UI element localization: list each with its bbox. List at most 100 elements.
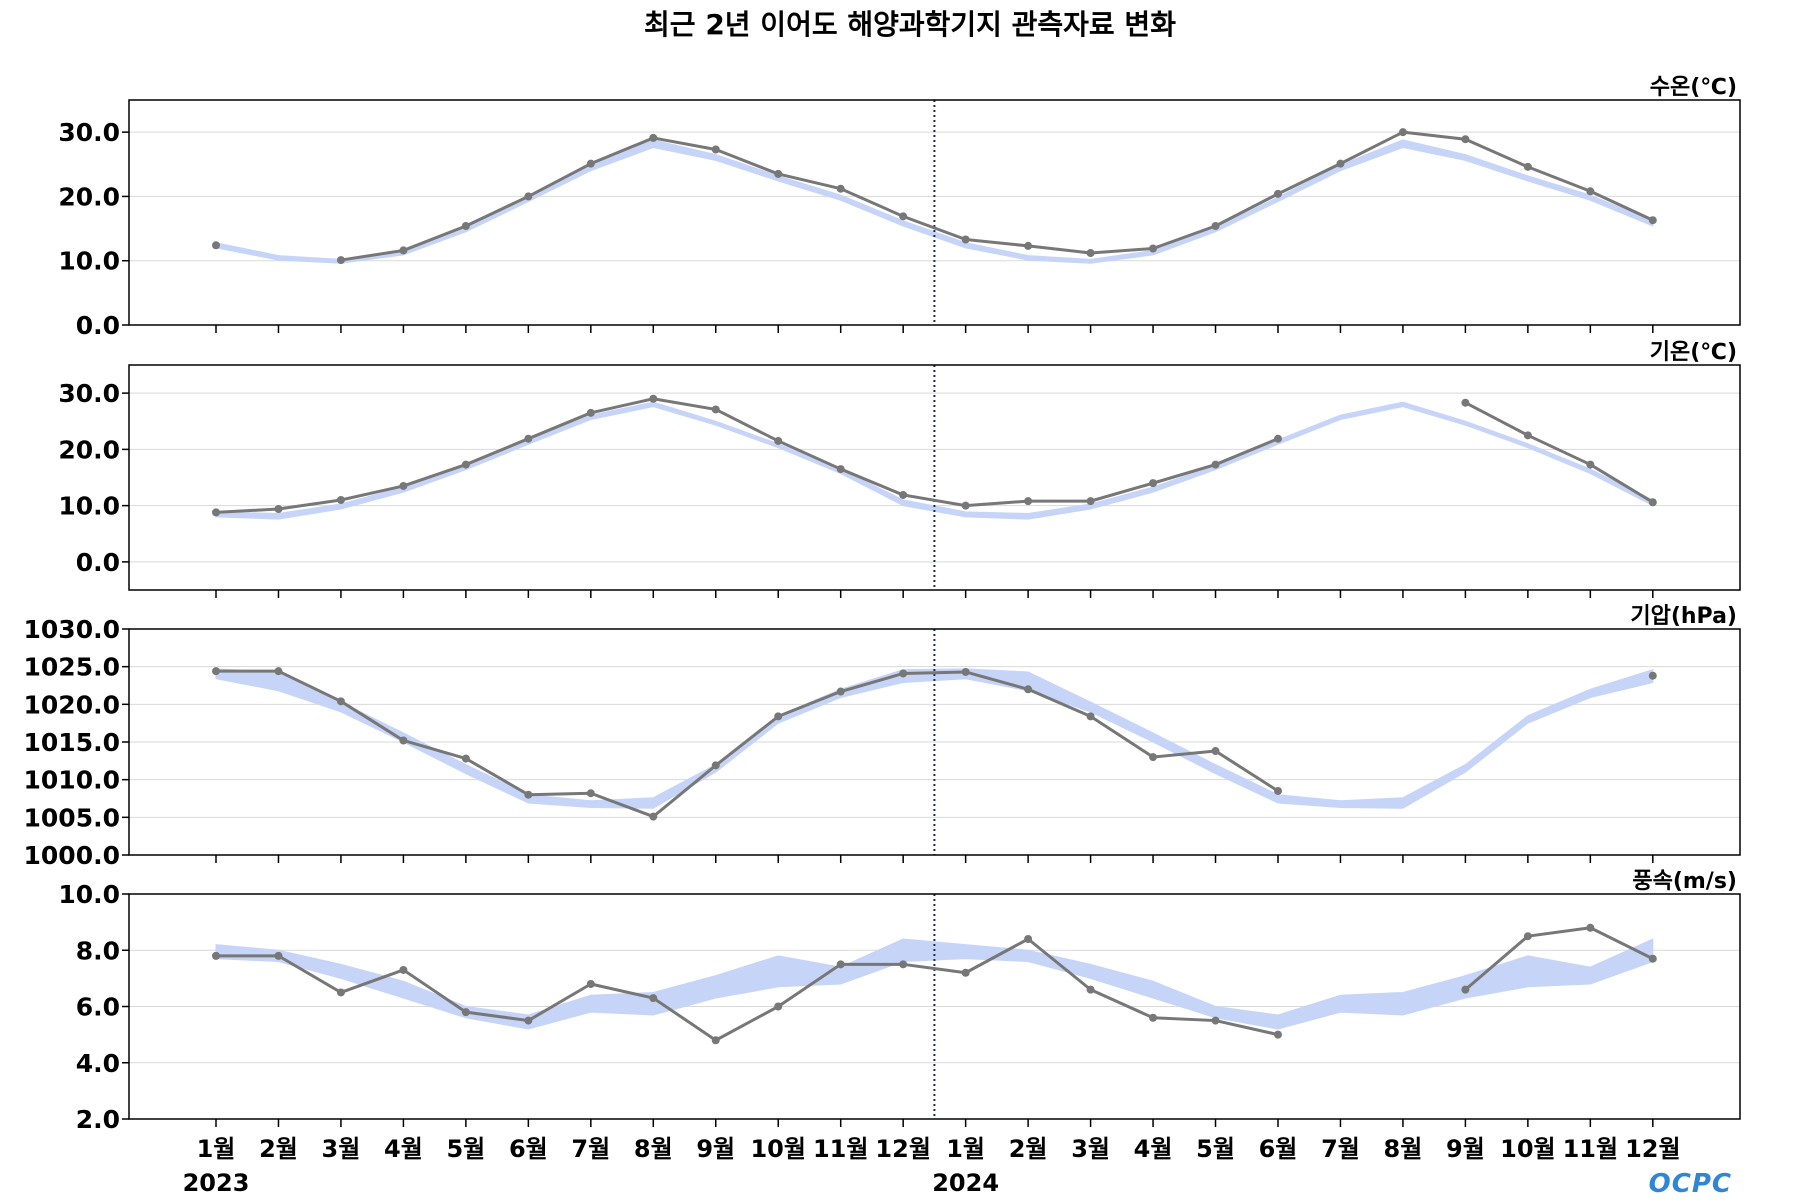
- y-tick-label: 10.0: [58, 492, 120, 521]
- observed-point: [1648, 216, 1657, 225]
- observed-point: [1024, 497, 1033, 506]
- y-tick-label: 0.0: [76, 311, 120, 340]
- observed-point: [586, 408, 595, 417]
- observed-point: [524, 192, 533, 201]
- observed-point: [1523, 431, 1532, 440]
- x-tick-label: 8월: [634, 1135, 673, 1163]
- x-tick-label: 12월: [875, 1135, 930, 1163]
- panel-2: 0.0 10.0 20.0 30.0 기온(℃): [58, 340, 1741, 598]
- x-tick-label: 9월: [696, 1135, 735, 1163]
- observed-point: [649, 394, 658, 403]
- observed-point: [1149, 1013, 1158, 1022]
- observed-point: [586, 980, 595, 988]
- observed-point: [1086, 249, 1095, 257]
- observed-point: [461, 754, 470, 763]
- y-tick-label: 4.0: [76, 1049, 120, 1078]
- x-tick-label: 12월: [1625, 1135, 1680, 1163]
- observed-point: [711, 761, 720, 770]
- observed-point: [1211, 222, 1220, 230]
- x-axis-labels: 1월 2월 3월 4월 5월 6월 7월 8월 9월 10월 11월 12월 1월 2월 3월 4월 5월 6월 7…: [183, 1135, 1681, 1197]
- observed-point: [1523, 932, 1532, 941]
- observed-point: [586, 789, 595, 798]
- observed-point: [274, 505, 283, 513]
- x-tick-label: 11월: [1563, 1135, 1618, 1163]
- x-tick-label: 5월: [1196, 1135, 1235, 1163]
- plot-frame: [128, 628, 1741, 856]
- observed-point: [1398, 128, 1407, 137]
- observed-point: [1211, 1016, 1220, 1025]
- observed-point: [336, 256, 345, 265]
- year-label: 2023: [183, 1169, 250, 1197]
- observed-point: [336, 988, 345, 997]
- x-tick-label: 2월: [259, 1135, 298, 1163]
- plot-frame: [128, 99, 1741, 326]
- observed-point: [961, 968, 970, 977]
- observed-point: [1461, 985, 1470, 994]
- y-tick-label: 1005.0: [24, 803, 120, 832]
- observed-point: [524, 1016, 533, 1025]
- observed-point: [774, 436, 783, 445]
- observed-point: [1273, 189, 1282, 198]
- observed-point: [1273, 1030, 1282, 1039]
- ocpc-logo: OCPC: [1649, 1169, 1732, 1199]
- plot-frame: [128, 364, 1741, 591]
- panel-4: 2.0 4.0 6.0 8.0 10.0 풍속(m/s): [58, 869, 1741, 1134]
- observed-point: [212, 508, 220, 517]
- y-tick-label: 0.0: [76, 548, 120, 577]
- observed-point: [1648, 671, 1657, 680]
- x-tick-label: 6월: [1259, 1135, 1298, 1163]
- observed-point: [711, 1036, 720, 1045]
- observed-point: [1648, 498, 1657, 507]
- observed-point: [836, 960, 845, 969]
- observed-point: [524, 790, 533, 799]
- observed-point: [774, 169, 783, 178]
- observed-point: [1336, 159, 1345, 168]
- observed-point: [899, 490, 908, 499]
- observed-point: [274, 667, 283, 676]
- x-tick-label: 7월: [1321, 1135, 1360, 1163]
- observed-line-segment: [216, 669, 1279, 819]
- observed-point: [399, 246, 408, 255]
- observed-point: [711, 145, 720, 154]
- x-tick-label: 10월: [750, 1135, 805, 1163]
- observed-point: [461, 222, 470, 230]
- observed-point: [1086, 712, 1095, 721]
- year-label: 2024: [932, 1169, 999, 1197]
- observed-point: [649, 994, 658, 1003]
- observed-point: [1086, 497, 1095, 506]
- observed-line-segment: [340, 130, 1654, 262]
- observed-point: [1461, 398, 1470, 407]
- observed-point: [1586, 460, 1595, 469]
- panel-3: 1000.0 1005.0 1010.0 1015.0 1020.0 1025.0 1030…: [24, 604, 1741, 870]
- observed-point: [399, 965, 408, 974]
- observed-point: [899, 960, 908, 969]
- observed-point: [711, 405, 720, 414]
- observed-point: [899, 212, 908, 221]
- y-tick-label: 1000.0: [24, 841, 120, 870]
- y-tick-label: 1020.0: [24, 690, 120, 719]
- observed-point: [961, 235, 970, 244]
- y-tick-label: 2.0: [76, 1105, 120, 1134]
- observed-point: [1211, 460, 1220, 469]
- observed-point: [399, 481, 408, 490]
- observed-point: [1273, 434, 1282, 443]
- y-tick-label: 10.0: [58, 880, 120, 909]
- x-tick-label: 2월: [1009, 1135, 1048, 1163]
- observed-point: [836, 465, 845, 474]
- y-tick-label: 30.0: [58, 118, 120, 147]
- observed-point: [586, 159, 595, 168]
- observed-point: [336, 697, 345, 706]
- observed-point: [961, 501, 970, 510]
- observed-point: [1149, 753, 1158, 762]
- x-tick-label: 4월: [384, 1135, 423, 1163]
- plot-frame: [128, 893, 1741, 1120]
- observed-point: [1461, 135, 1470, 144]
- panel-unit-label: 기압(hPa): [1630, 604, 1737, 629]
- observed-point: [1024, 685, 1033, 694]
- observed-point: [461, 1008, 470, 1017]
- x-tick-label: 11월: [813, 1135, 868, 1163]
- observed-point: [1586, 187, 1595, 196]
- observed-point: [1086, 985, 1095, 994]
- observed-point: [1024, 935, 1033, 943]
